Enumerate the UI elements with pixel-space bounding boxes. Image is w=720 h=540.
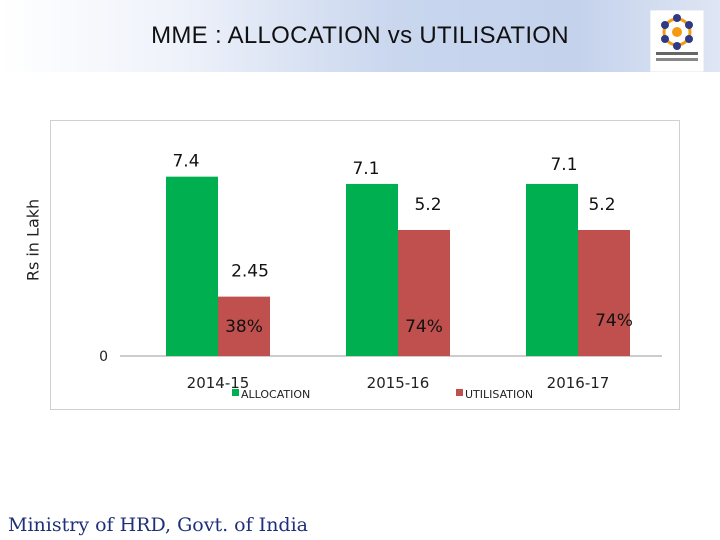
legend-label-allocation: ALLOCATION [241,388,310,401]
legend-swatch-allocation [232,389,239,396]
title-banner [0,0,720,72]
allocation-bar [526,183,578,356]
chart-frame [50,120,680,410]
page-title: MME : ALLOCATION vs UTILISATION [151,22,569,49]
utilisation-value-label: 5.2 [588,195,615,215]
x-tick-label: 2015-16 [367,374,430,392]
footer-text: Ministry of HRD, Govt. of India [8,514,308,536]
utilisation-bar [578,229,630,356]
legend-swatch-utilisation [456,389,463,396]
utilisation-value-label: 2.45 [231,262,269,282]
allocation-value-label: 7.1 [550,155,577,175]
utilisation-percent-label: 74% [595,311,633,331]
y-tick-label: 0 [99,349,108,365]
utilisation-percent-label: 38% [225,317,263,337]
utilisation-percent-label: 74% [405,317,443,337]
allocation-value-label: 7.4 [172,152,199,172]
allocation-bar [166,176,218,356]
x-tick-label: 2016-17 [547,374,610,392]
allocation-value-label: 7.1 [352,159,379,179]
allocation-bar [346,183,398,356]
legend-label-utilisation: UTILISATION [465,388,533,401]
x-tick-label: 2014-15 [187,374,250,392]
utilisation-value-label: 5.2 [414,195,441,215]
utilisation-bar [218,296,270,356]
utilisation-bar [398,229,450,356]
mid-day-meal-logo [650,10,704,72]
